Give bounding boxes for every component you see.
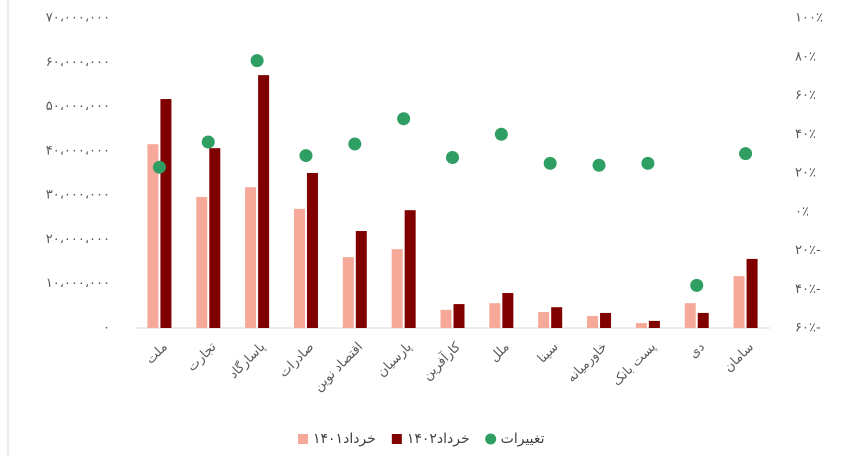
x-tick-label: سامان <box>721 340 757 376</box>
y2-tick-label: ۶۰٪ <box>795 88 816 103</box>
x-tick-label: کارآفرین <box>419 338 465 384</box>
bar <box>697 312 709 328</box>
y2-tick-label: ۱۰۰٪ <box>795 11 823 26</box>
y-tick-label: ۰ <box>103 321 110 336</box>
bar <box>306 173 318 328</box>
bar <box>245 187 257 328</box>
point <box>592 158 606 172</box>
y-tick-label: ۲۰،۰۰۰،۰۰۰ <box>46 232 110 247</box>
x-tick-label: پست بانک <box>610 339 660 389</box>
y2-tick-label: ۴۰٪ <box>795 127 816 142</box>
point <box>201 135 215 149</box>
y2-tick-label: ۸۰٪ <box>795 49 816 64</box>
bar <box>600 312 612 328</box>
bar <box>684 303 696 328</box>
point <box>543 156 557 170</box>
bar <box>635 323 647 328</box>
y-tick-label: ۳۰،۰۰۰،۰۰۰ <box>46 188 110 203</box>
x-tick-label: پارسیان <box>375 339 416 380</box>
point <box>299 149 313 163</box>
bar <box>293 208 305 328</box>
bar <box>404 210 416 328</box>
bar <box>196 196 208 328</box>
y2-tick-label: ۶۰٪- <box>795 321 821 336</box>
bar <box>355 231 367 328</box>
x-tick-label: سینا <box>535 340 562 367</box>
y2-tick-label: ۲۰٪ <box>795 166 816 181</box>
y-tick-label: ۵۰،۰۰۰،۰۰۰ <box>46 99 110 114</box>
bar <box>551 307 563 328</box>
bar <box>502 293 514 328</box>
legend-marker <box>298 434 308 444</box>
x-tick-label: پاسارگاد <box>226 339 269 382</box>
bar <box>440 309 452 328</box>
legend-marker <box>391 434 402 444</box>
legend-marker <box>485 433 497 445</box>
point <box>397 112 411 126</box>
bar <box>587 316 599 328</box>
bar <box>746 258 758 328</box>
point <box>250 54 264 68</box>
y-tick-label: ۱۰،۰۰۰،۰۰۰ <box>46 276 110 291</box>
x-tick-label: ملل <box>487 340 513 366</box>
legend-label: خرداد۱۴۰۱ <box>313 431 376 447</box>
x-tick-label: اقتصاد نوین <box>311 340 366 395</box>
y2-tick-label: ۰٪ <box>795 204 809 219</box>
bar <box>453 304 465 328</box>
bar <box>391 249 403 328</box>
bar <box>209 148 221 328</box>
bar <box>147 144 159 328</box>
x-tick-label: دی <box>686 340 708 362</box>
bar <box>160 99 172 329</box>
bar <box>538 312 550 328</box>
bar <box>733 276 745 328</box>
y2-tick-label: ۴۰٪- <box>795 282 821 297</box>
bar <box>648 320 660 328</box>
bar <box>258 75 270 328</box>
bar <box>489 303 501 328</box>
y2-tick-label: ۲۰٪- <box>795 243 821 258</box>
legend-label: خرداد۱۴۰۲ <box>407 431 470 447</box>
legend: خرداد۱۴۰۱ خرداد۱۴۰۲ تغییرات <box>298 431 545 447</box>
point <box>446 151 459 164</box>
point <box>739 147 753 161</box>
x-tick-label: صادرات <box>276 340 317 381</box>
y-tick-label: ۴۰،۰۰۰،۰۰۰ <box>46 143 110 158</box>
x-tick-label: ملت <box>143 340 171 368</box>
y-tick-label: ۷۰،۰۰۰،۰۰۰ <box>46 11 110 26</box>
point <box>641 156 655 170</box>
point <box>690 278 704 292</box>
x-tick-label: تجارت <box>185 339 220 374</box>
point <box>152 160 166 174</box>
point <box>494 127 508 141</box>
legend-label: تغییرات <box>501 431 545 447</box>
bar <box>342 257 354 328</box>
y-tick-label: ۶۰،۰۰۰،۰۰۰ <box>46 55 110 70</box>
point <box>348 137 362 151</box>
x-tick-label: خاورمیانه <box>564 340 610 386</box>
